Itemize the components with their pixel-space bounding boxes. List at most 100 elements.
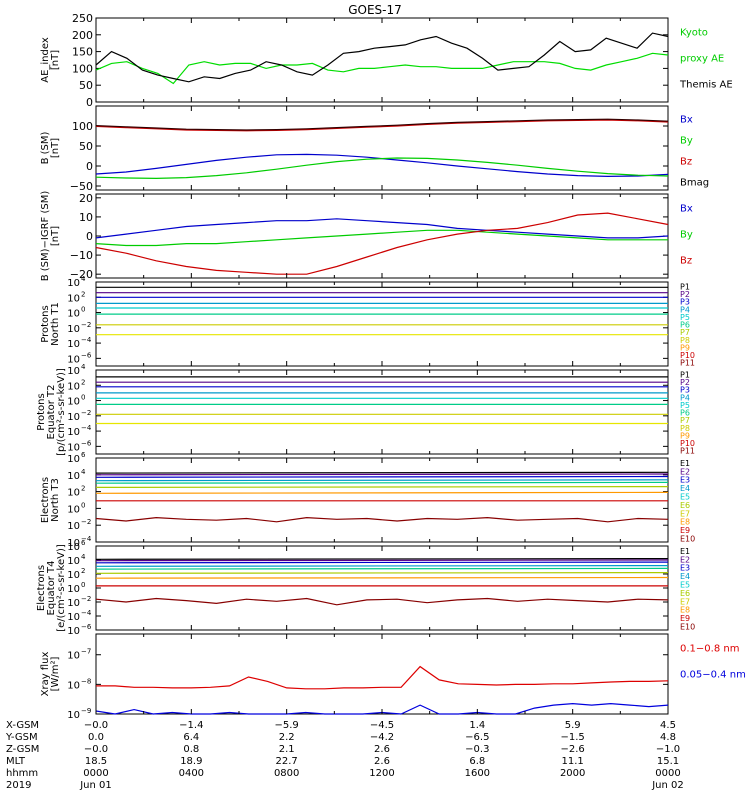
ytick-label: 10 xyxy=(67,354,80,365)
ytick-label: 10 xyxy=(79,211,93,224)
x-axis-value: 1.4 xyxy=(469,720,485,731)
series-line-et4 xyxy=(95,557,669,560)
ytick-label: 10 xyxy=(67,556,80,567)
y-axis-label: [nT] xyxy=(50,50,61,70)
x-axis-value: Jun 01 xyxy=(79,780,112,791)
ytick-label: 10 xyxy=(67,612,80,623)
x-axis-value: −0.3 xyxy=(465,744,489,755)
series-line-ae xyxy=(95,52,669,85)
ytick-label-exponent: −4 xyxy=(81,535,92,543)
legend-entry: P3 xyxy=(680,298,690,307)
series-line-et4 xyxy=(95,567,669,570)
x-axis-value: 4.8 xyxy=(660,732,676,743)
x-axis-value: 4.5 xyxy=(660,720,676,731)
ytick-label: 10 xyxy=(67,293,80,304)
ytick-label-exponent: 4 xyxy=(81,468,86,476)
x-axis-value: 2000 xyxy=(560,768,585,779)
x-axis-value: −0.0 xyxy=(84,744,108,755)
x-axis-value: 0.0 xyxy=(88,732,104,743)
x-axis-value: 2.6 xyxy=(374,744,390,755)
series-line-et3 xyxy=(95,479,669,482)
x-axis-value: Jun 02 xyxy=(651,780,684,791)
ytick-label: 10 xyxy=(67,521,80,532)
ytick-label-exponent: −4 xyxy=(81,609,92,617)
ytick-label-exponent: 0 xyxy=(81,306,85,314)
ytick-label: 10 xyxy=(67,427,80,438)
ytick-label: 0 xyxy=(86,96,93,109)
legend-entry: P5 xyxy=(680,401,690,410)
ytick-label: 10 xyxy=(67,710,80,721)
ytick-label: 10 xyxy=(67,339,80,350)
series-line-et4 xyxy=(95,564,669,567)
x-axis-value: 6.8 xyxy=(469,756,485,767)
ytick-label: 10 xyxy=(67,598,80,609)
series-line-et4 xyxy=(95,597,669,606)
legend-entry: P1 xyxy=(680,370,690,379)
x-axis-value: 2.6 xyxy=(374,756,390,767)
x-axis-value: 5.9 xyxy=(565,720,581,731)
series-line-ae xyxy=(95,32,669,83)
legend-entry: E8 xyxy=(680,518,690,527)
series-line-et4 xyxy=(95,561,669,564)
legend-entry: E2 xyxy=(680,555,690,564)
x-axis-value: 0000 xyxy=(655,768,680,779)
series-line-bsm xyxy=(95,118,669,131)
legend-entry: E9 xyxy=(680,526,690,535)
ytick-label: 20 xyxy=(79,192,93,205)
x-axis-value: 6.4 xyxy=(183,732,199,743)
legend-entry: P2 xyxy=(680,378,690,387)
legend-entry: P7 xyxy=(680,416,690,425)
y-axis-label: North T3 xyxy=(50,478,61,522)
ytick-label-exponent: −2 xyxy=(81,409,91,417)
series-line-et3 xyxy=(95,481,669,484)
legend-entry: E2 xyxy=(680,467,690,476)
x-axis-value: 0000 xyxy=(83,768,108,779)
legend-entry: P9 xyxy=(680,431,690,440)
ytick-label-exponent: −4 xyxy=(81,336,92,344)
series-line-et3 xyxy=(95,473,669,476)
series-line-et3 xyxy=(95,491,669,494)
y-axis-label: B (SM)−IGRF (SM) xyxy=(40,191,51,282)
y-axis-label: Electrons xyxy=(40,477,51,523)
ytick-label: 200 xyxy=(72,29,93,42)
x-axis-value: −0.0 xyxy=(84,720,108,731)
series-line-xray xyxy=(96,665,669,690)
series-line-et4 xyxy=(95,576,669,579)
legend-entry: P6 xyxy=(680,321,690,330)
series-line-bdiff xyxy=(95,218,669,239)
ytick-label: 10 xyxy=(67,366,80,377)
ytick-label-exponent: −8 xyxy=(81,677,91,685)
series-line-bdiff xyxy=(95,212,669,275)
ytick-label: 150 xyxy=(72,46,93,59)
ytick-label-exponent: −9 xyxy=(81,707,91,715)
legend-entry: 0.05−0.4 nm xyxy=(680,669,746,680)
ytick-label: 250 xyxy=(72,12,93,25)
x-axis-row-label: 2019 xyxy=(6,780,31,791)
ytick-label: 50 xyxy=(79,140,93,153)
x-axis-value: −4.2 xyxy=(370,732,394,743)
legend-entry: P10 xyxy=(680,351,695,360)
x-axis-value: −6.5 xyxy=(465,732,489,743)
legend-entry: Bz xyxy=(680,157,692,168)
legend-entry: E9 xyxy=(680,614,690,623)
legend-entry: P6 xyxy=(680,409,690,418)
ytick-label-exponent: −6 xyxy=(81,623,92,631)
legend-entry: 0.1−0.8 nm xyxy=(680,643,739,654)
y-axis-label: AE_index xyxy=(40,37,51,83)
y-axis-label: [nT] xyxy=(50,138,61,158)
x-axis-row-label: MLT xyxy=(6,756,26,767)
legend-entry: P11 xyxy=(680,447,695,456)
ytick-label: −10 xyxy=(70,249,93,262)
ytick-label: 50 xyxy=(79,79,93,92)
legend-entry: By xyxy=(680,136,693,147)
legend-entry: E1 xyxy=(680,459,690,468)
x-axis-value: −4.5 xyxy=(370,720,394,731)
ytick-label-exponent: −6 xyxy=(81,351,92,359)
x-axis-value: 2.1 xyxy=(279,744,295,755)
y-axis-label: [e/(cm²-s-sr-keV)] xyxy=(56,544,67,632)
legend-entry: E4 xyxy=(680,484,690,493)
ytick-label: 10 xyxy=(67,381,80,392)
legend-entry: P11 xyxy=(680,359,695,368)
ytick-label: 10 xyxy=(67,309,80,320)
x-axis-value: 15.1 xyxy=(657,756,679,767)
